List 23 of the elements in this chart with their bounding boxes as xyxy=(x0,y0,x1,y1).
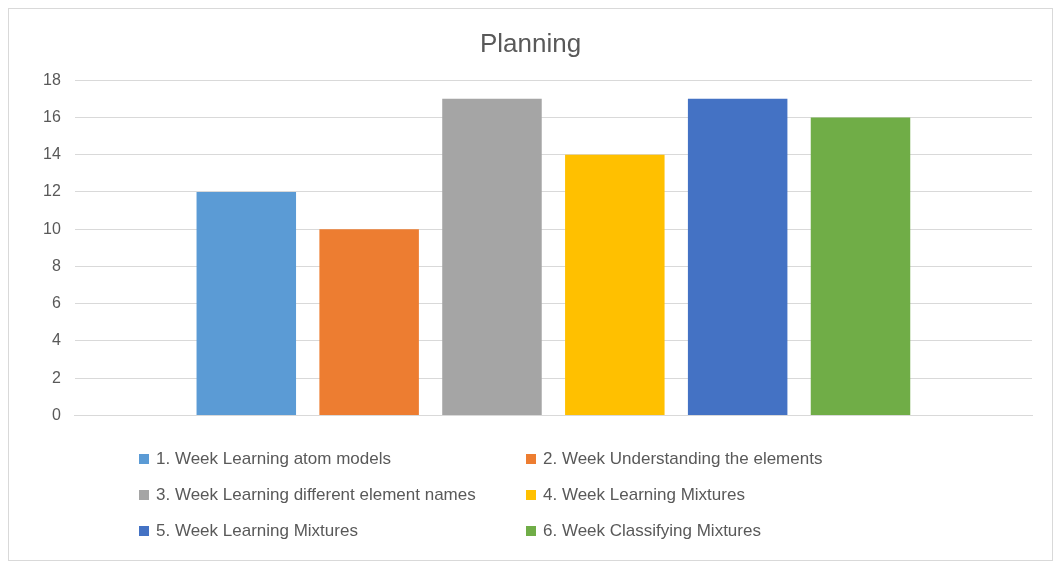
y-tick-label: 12 xyxy=(43,182,61,200)
legend-label: 5. Week Learning Mixtures xyxy=(156,521,358,541)
legend-label: 1. Week Learning atom models xyxy=(156,449,391,469)
y-tick-label: 6 xyxy=(51,294,61,312)
bar xyxy=(196,191,297,415)
y-tick-label: 8 xyxy=(51,256,61,274)
chart-title: Planning xyxy=(479,27,582,58)
bar xyxy=(687,98,788,415)
bar xyxy=(442,98,542,415)
legend-label: 3. Week Learning different element names xyxy=(156,485,476,505)
bar xyxy=(810,117,911,415)
y-tick-label: 0 xyxy=(51,405,61,423)
bar xyxy=(565,154,665,415)
legend-label: 2. Week Understanding the elements xyxy=(543,449,823,469)
bar xyxy=(319,229,419,415)
legend-label: 4. Week Learning Mixtures xyxy=(543,485,745,505)
legend-label: 6. Week Classifying Mixtures xyxy=(543,521,761,541)
y-tick-label: 2 xyxy=(51,368,61,386)
y-tick-label: 18 xyxy=(43,70,61,88)
y-tick-label: 10 xyxy=(43,219,61,237)
y-tick-label: 4 xyxy=(51,331,61,349)
y-tick-label: 16 xyxy=(43,107,61,125)
y-tick-label: 14 xyxy=(43,145,61,163)
